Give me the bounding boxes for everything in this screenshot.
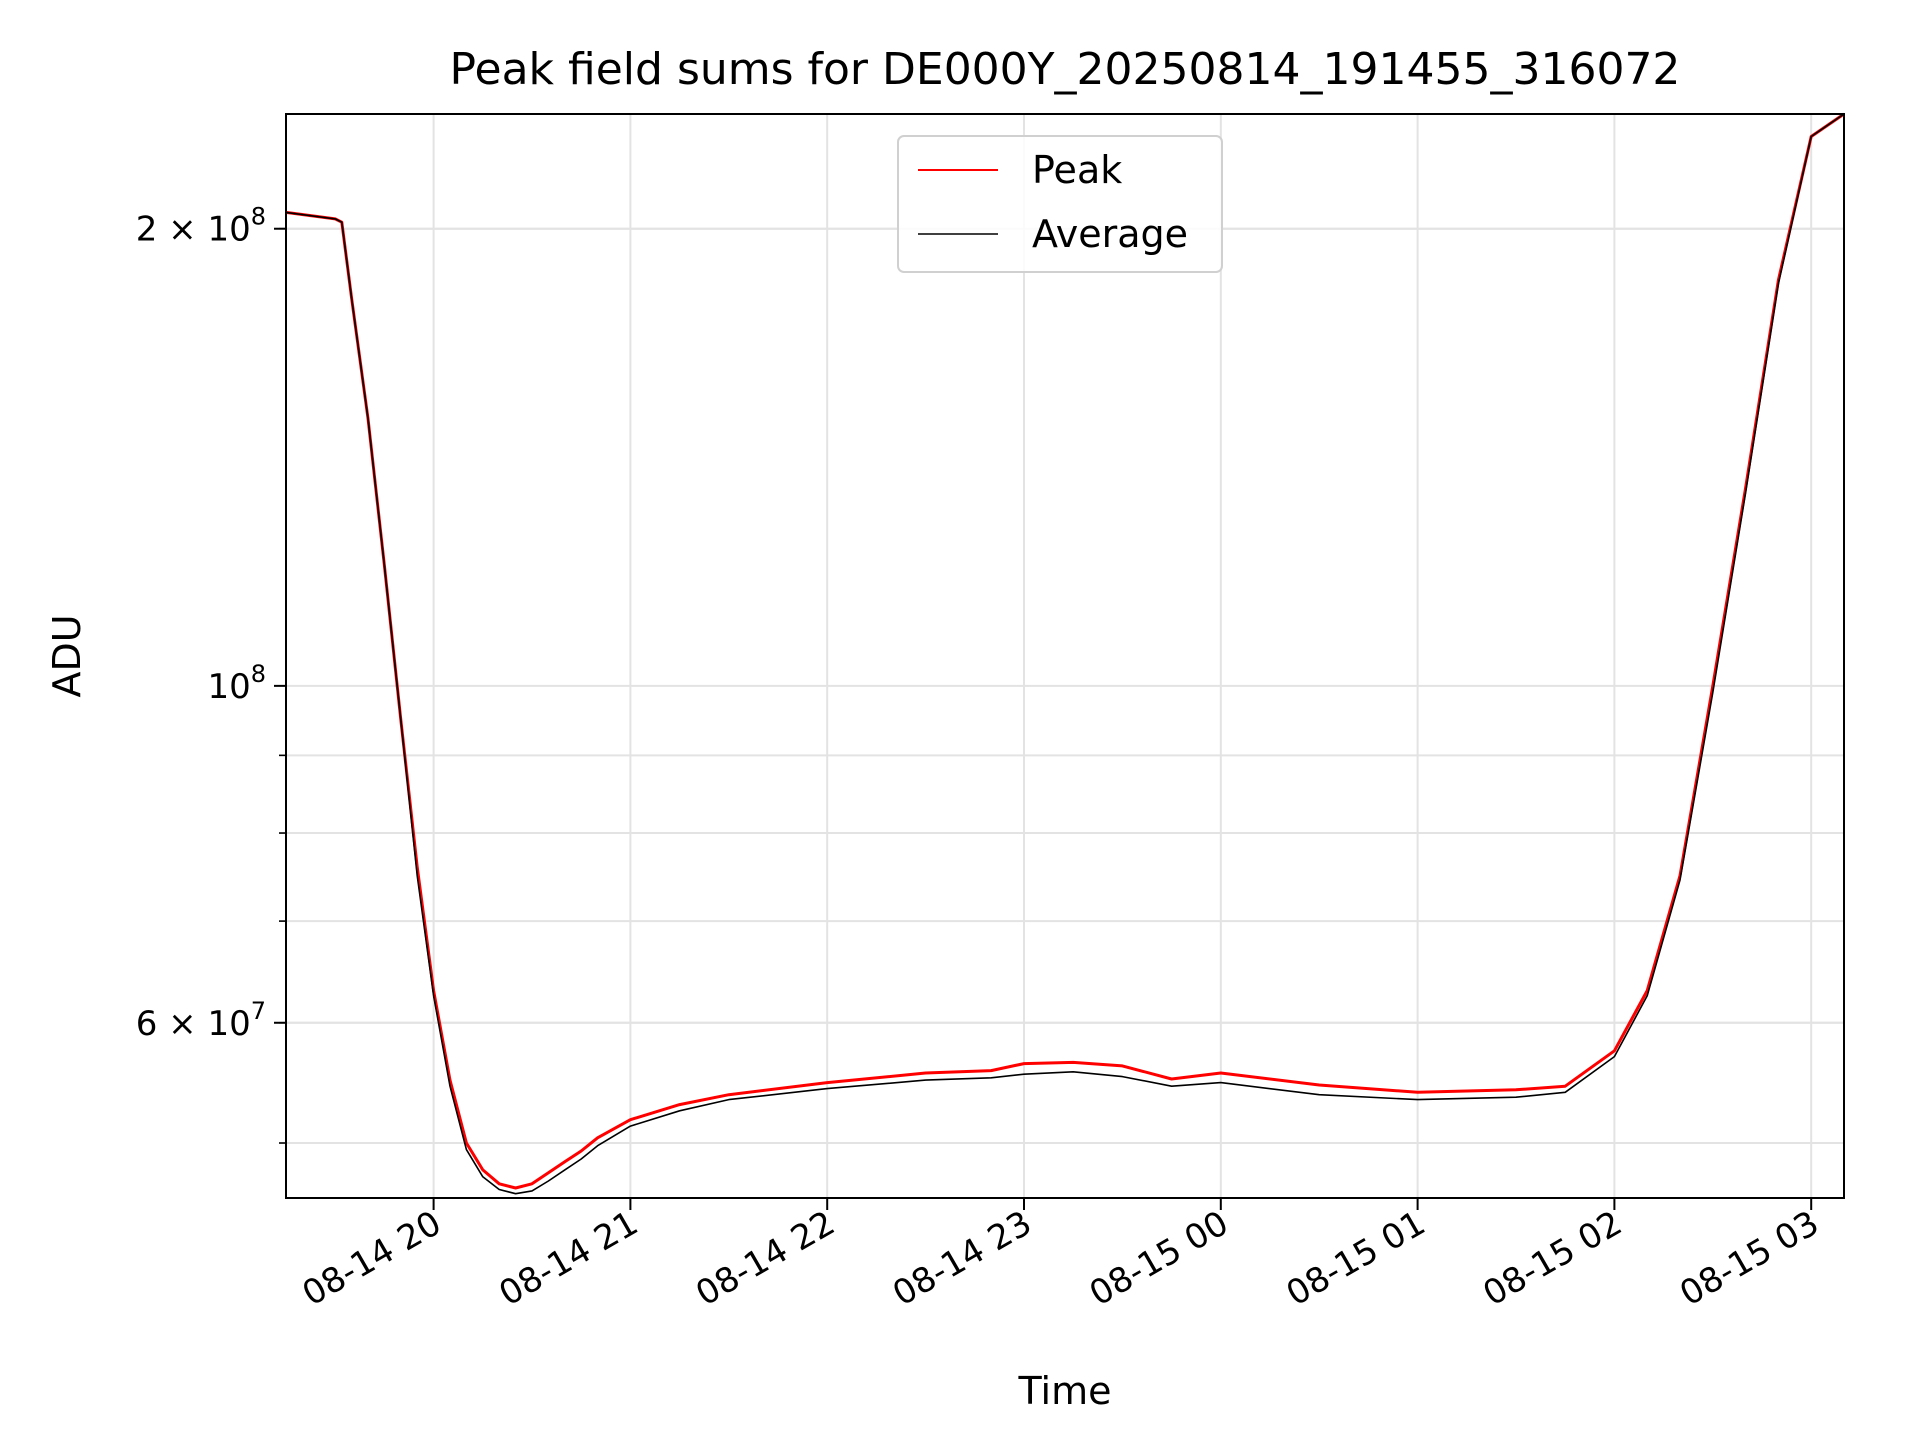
y-axis-label: ADU: [45, 614, 89, 697]
y-tick-exponent: 7: [251, 997, 266, 1025]
y-tick-base: 10: [207, 210, 250, 250]
x-axis-label: Time: [1018, 1369, 1112, 1413]
y-tick-times: ×: [157, 1004, 207, 1044]
y-tick-exponent: 8: [251, 660, 266, 688]
y-tick-base: 10: [207, 667, 250, 707]
y-tick-label: 6 × 107: [136, 997, 266, 1044]
series-layer: [285, 112, 1845, 1195]
y-tick-mantissa: 2: [136, 210, 158, 250]
chart-title: Peak field sums for DE000Y_20250814_1914…: [450, 44, 1681, 95]
legend-label-average: Average: [1032, 212, 1188, 256]
y-tick-label: 108: [207, 660, 266, 707]
y-tick-base: 10: [207, 1004, 250, 1044]
y-tick-label: 2 × 108: [136, 203, 266, 250]
y-tick-times: ×: [157, 210, 207, 250]
legend-label-peak: Peak: [1032, 148, 1122, 192]
plot-frame: [285, 113, 1845, 1199]
y-tick-mantissa: 6: [136, 1004, 158, 1044]
y-tick-exponent: 8: [251, 203, 266, 231]
legend: Peak Average: [897, 135, 1223, 273]
series-line-average: [285, 113, 1845, 1195]
